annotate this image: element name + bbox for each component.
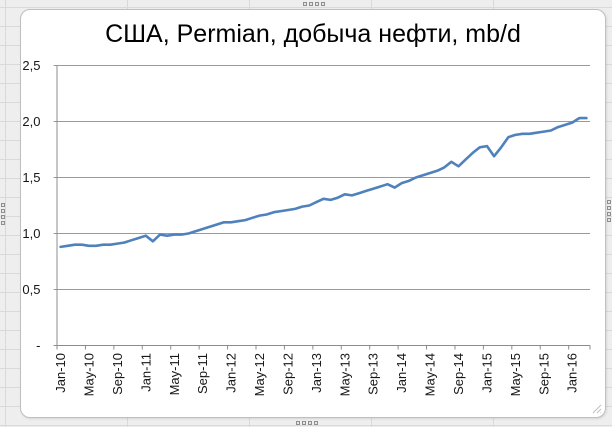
chart-object[interactable]: США, Permian, добыча нефти, mb/d <box>20 9 606 418</box>
chart-title: США, Permian, добыча нефти, mb/d <box>105 20 521 48</box>
resize-grip-icon[interactable] <box>590 402 602 414</box>
chart-selection-handle-top[interactable] <box>303 2 325 6</box>
chart-selection-handle-bottom[interactable] <box>296 421 318 425</box>
chart-selection-handle-left[interactable] <box>1 203 5 225</box>
chart-selection-handle-right[interactable] <box>607 200 611 222</box>
